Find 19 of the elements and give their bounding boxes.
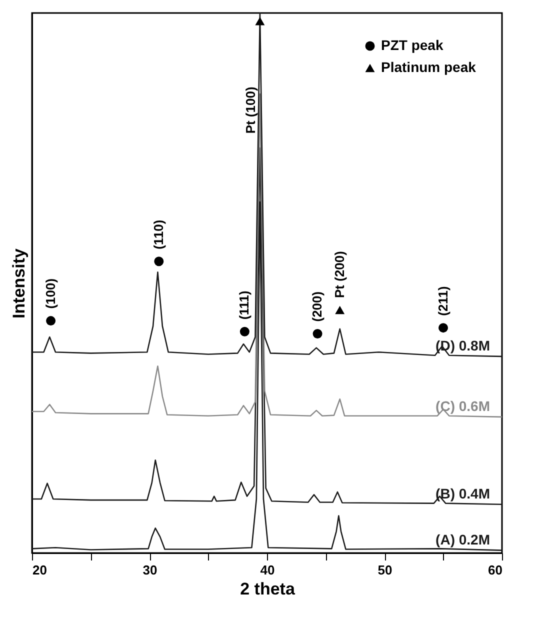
annotation: (111) [236, 290, 252, 320]
x-tick-label: 20 [32, 562, 47, 578]
x-tick-label: 40 [260, 562, 275, 578]
annotation: (100) [42, 278, 58, 309]
annotation: (200) [310, 291, 325, 322]
x-tick-label: 30 [142, 562, 158, 578]
series-label: (C) 0.6M [436, 398, 490, 414]
x-axis-title: 2 theta [240, 580, 296, 598]
annotation: Pt (200) [332, 251, 347, 298]
legend-label: Platinum peak [381, 59, 476, 75]
series-label: (A) 0.2M [436, 531, 490, 548]
x-tick-label: 50 [378, 562, 392, 578]
legend-label: PZT peak [381, 37, 444, 53]
series-label: (B) 0.4M [436, 485, 490, 502]
annotation: (211) [435, 286, 450, 316]
x-tick-label: 60 [488, 562, 502, 578]
y-axis-title: Intensity [10, 248, 28, 318]
annotation: Pt (100) [242, 86, 258, 134]
annotation: (110) [150, 220, 166, 250]
